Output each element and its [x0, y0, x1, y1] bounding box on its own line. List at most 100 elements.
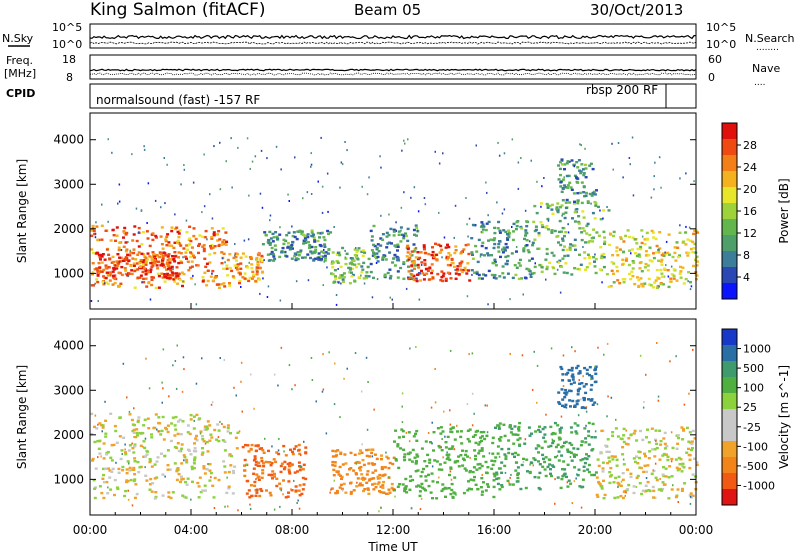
data-cell — [102, 442, 106, 445]
data-cell — [132, 466, 136, 470]
data-cell — [250, 443, 254, 447]
data-cell — [587, 434, 591, 438]
data-cell — [233, 264, 237, 267]
noise-cell — [622, 458, 625, 461]
data-cell — [117, 260, 121, 263]
data-cell — [524, 231, 528, 234]
data-cell — [672, 274, 676, 277]
data-cell — [572, 163, 576, 167]
data-cell — [234, 266, 238, 269]
data-cell — [579, 263, 583, 266]
noise-cell — [484, 404, 486, 407]
data-cell — [390, 482, 394, 486]
data-cell — [559, 160, 562, 164]
data-cell — [550, 229, 554, 232]
data-cell — [479, 486, 483, 489]
noise-cell — [650, 196, 653, 199]
data-cell — [243, 458, 247, 462]
data-cell — [637, 279, 641, 282]
data-cell — [568, 399, 572, 402]
data-cell — [416, 273, 419, 276]
data-cell — [273, 475, 276, 478]
data-cell — [374, 256, 378, 260]
data-cell — [355, 485, 359, 488]
data-cell — [371, 254, 375, 257]
data-cell — [480, 435, 484, 438]
noise-cell — [611, 142, 613, 145]
data-cell — [451, 426, 455, 429]
data-cell — [269, 242, 272, 245]
noise-cell — [443, 410, 445, 413]
data-cell — [223, 471, 227, 474]
data-cell — [408, 488, 412, 491]
data-cell — [568, 201, 572, 204]
x-tick-label: 00:00 — [73, 523, 108, 537]
data-cell — [287, 231, 291, 234]
data-cell — [230, 454, 234, 458]
data-cell — [166, 273, 170, 277]
data-cell — [236, 265, 240, 268]
noise-cell — [522, 293, 524, 296]
noise-cell — [101, 430, 103, 433]
data-cell — [492, 261, 496, 265]
data-cell — [376, 482, 380, 486]
data-cell — [486, 254, 490, 257]
noise-cell — [315, 400, 317, 403]
data-cell — [353, 453, 357, 456]
data-cell — [351, 267, 355, 270]
data-cell — [575, 176, 578, 179]
data-cell — [198, 234, 202, 237]
noise-cell — [263, 259, 265, 262]
data-cell — [193, 442, 196, 445]
data-cell — [516, 466, 520, 469]
data-cell — [268, 491, 272, 495]
noise-cell — [299, 465, 302, 467]
noise-cell — [321, 185, 324, 188]
noise-cell — [266, 296, 269, 298]
data-cell — [416, 455, 420, 458]
data-cell — [168, 274, 172, 277]
data-cell — [124, 451, 127, 454]
data-cell — [631, 260, 635, 263]
data-cell — [144, 263, 148, 266]
data-cell — [208, 439, 212, 442]
data-cell — [606, 461, 610, 465]
noise-cell — [617, 142, 620, 144]
data-cell — [378, 490, 381, 493]
data-cell — [339, 483, 343, 487]
data-cell — [186, 260, 190, 263]
data-cell — [406, 251, 410, 254]
data-cell — [170, 265, 174, 269]
data-cell — [289, 247, 292, 251]
data-cell — [682, 466, 686, 469]
data-cell — [298, 494, 302, 497]
data-cell — [566, 450, 570, 453]
data-cell — [302, 239, 306, 242]
data-cell — [110, 470, 114, 473]
data-cell — [304, 241, 308, 244]
data-cell — [447, 453, 451, 456]
data-cell — [643, 266, 647, 269]
noise-cell — [690, 285, 693, 288]
noise-cell — [278, 437, 280, 440]
data-cell — [163, 280, 167, 283]
data-cell — [126, 253, 130, 256]
data-cell — [374, 469, 378, 472]
data-cell — [116, 253, 120, 256]
data-cell — [206, 420, 210, 423]
noise-cell — [582, 375, 584, 378]
data-cell — [175, 272, 178, 275]
noise-cell — [154, 199, 157, 202]
data-cell — [165, 235, 169, 239]
noise-cell — [371, 455, 374, 458]
data-cell — [688, 458, 692, 461]
data-cell — [170, 226, 174, 229]
data-cell — [607, 456, 611, 459]
data-cell — [209, 471, 213, 475]
data-cell — [109, 456, 113, 459]
data-cell — [641, 285, 645, 288]
data-cell — [161, 257, 165, 260]
data-cell — [682, 429, 686, 432]
data-cell — [622, 490, 626, 494]
data-cell — [454, 249, 458, 252]
